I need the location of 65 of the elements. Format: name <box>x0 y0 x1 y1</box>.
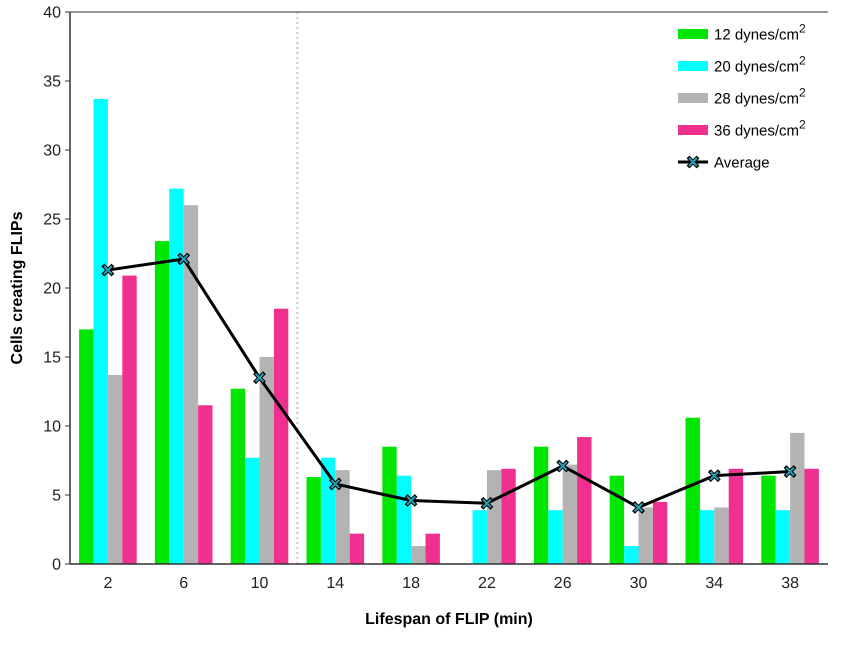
bar <box>79 329 94 564</box>
bar <box>776 510 790 564</box>
y-tick-label: 5 <box>52 488 62 505</box>
y-tick-label: 30 <box>43 142 62 160</box>
bar <box>335 470 350 564</box>
y-tick-label: 0 <box>52 556 62 574</box>
bar <box>700 510 714 564</box>
x-tick-label: 6 <box>179 575 188 592</box>
x-tick-label: 30 <box>630 575 648 592</box>
bar <box>306 477 321 564</box>
y-tick-label: 25 <box>43 212 62 229</box>
bar <box>122 276 137 564</box>
bar <box>184 205 198 564</box>
bar <box>94 98 108 564</box>
bar <box>577 437 592 564</box>
bar <box>728 468 744 564</box>
bar <box>411 546 426 564</box>
bar <box>320 458 336 564</box>
bar <box>198 405 213 564</box>
bar <box>396 476 412 564</box>
x-tick-label: 2 <box>103 575 112 592</box>
legend-label: 36 dynes/cm$^{2}$ <box>714 117 806 140</box>
y-tick-label: 35 <box>43 74 62 91</box>
bar <box>350 534 364 564</box>
bar <box>274 308 288 564</box>
x-tick-label: 26 <box>554 575 572 592</box>
legend-label: Average <box>714 154 770 172</box>
bar <box>501 468 516 564</box>
bar <box>624 546 638 564</box>
legend-label: 28 dynes/cm$^{2}$ <box>714 85 806 108</box>
y-tick-label: 40 <box>43 4 62 22</box>
bar <box>245 458 260 564</box>
x-tick-label: 14 <box>326 575 344 592</box>
bar <box>804 468 819 564</box>
bar <box>486 470 502 564</box>
y-axis-title: Cells creating FLIPs <box>9 211 26 364</box>
bar <box>426 534 440 564</box>
bar <box>652 502 668 564</box>
bar <box>534 446 548 564</box>
bar <box>154 241 170 564</box>
legend-label: 20 dynes/cm$^{2}$ <box>714 53 806 76</box>
x-tick-label: 10 <box>250 575 268 592</box>
x-axis-title: Lifespan of FLIP (min) <box>365 611 533 628</box>
bar <box>638 507 653 564</box>
bar <box>562 464 578 564</box>
bar <box>108 374 122 564</box>
bar <box>714 507 729 564</box>
x-tick-label: 22 <box>478 575 496 592</box>
bar <box>685 418 700 564</box>
x-tick-label: 18 <box>402 575 420 592</box>
bar <box>260 357 274 564</box>
bar <box>382 446 397 564</box>
x-tick-label: 34 <box>705 575 724 592</box>
legend-label: 12 dynes/cm$^{2}$ <box>714 21 806 44</box>
bar <box>169 188 184 564</box>
y-tick-label: 10 <box>43 418 62 436</box>
bar <box>548 510 563 564</box>
y-tick-label: 20 <box>43 280 62 298</box>
y-tick-label: 15 <box>43 350 62 367</box>
bar <box>790 432 804 564</box>
bar <box>230 388 246 564</box>
bar <box>610 476 624 564</box>
x-tick-label: 38 <box>781 575 800 592</box>
bar <box>472 510 487 564</box>
bar <box>761 476 776 564</box>
